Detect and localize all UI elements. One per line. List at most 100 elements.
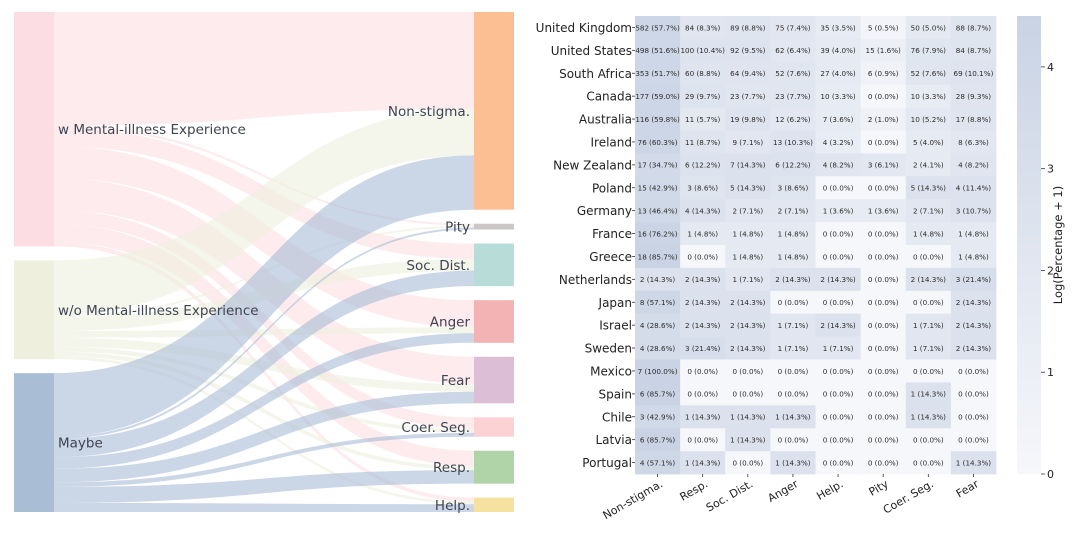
heatmap-cell: [905, 38, 952, 63]
heatmap-cell: [635, 382, 681, 406]
heatmap-cell: [770, 84, 816, 108]
heatmap-cell-label: 2 (1.0%): [868, 115, 899, 124]
heatmap-cell-label: 1 (14.3%): [730, 435, 765, 444]
heatmap-cell: [635, 405, 681, 429]
colorbar-tick-label: 0: [1047, 468, 1054, 481]
heatmap-cell: [950, 153, 997, 177]
heatmap-cell: [635, 336, 681, 360]
sankey-target-label: Non-stigma.: [388, 104, 470, 120]
sankey-nodes: [14, 12, 514, 512]
heatmap-cell: [635, 153, 681, 177]
heatmap-cell-label: 3 (21.4%): [956, 275, 991, 284]
heatmap-cell: [725, 199, 771, 223]
heatmap-cell-label: 2 (14.3%): [730, 321, 765, 330]
heatmap-cell: [770, 61, 816, 86]
heatmap-cell: [680, 16, 726, 40]
heatmap-cell-label: 15 (1.6%): [866, 46, 901, 55]
heatmap-cell: [680, 199, 726, 223]
heatmap-cell-label: 62 (6.4%): [775, 46, 810, 55]
heatmap-cell-label: 0 (0.0%): [868, 275, 899, 284]
heatmap-cell-label: 75 (7.4%): [775, 23, 810, 32]
heatmap-cell: [770, 267, 816, 292]
row-label-united-kingdom: United Kingdom: [536, 21, 632, 35]
sankey-link-w-o-mental-illness-experience-to-help: [54, 355, 474, 505]
heatmap-cell-label: 0 (0.0%): [868, 390, 899, 399]
heatmap-cell: [815, 245, 862, 269]
heatmap-cell-label: 76 (60.3%): [638, 138, 678, 147]
heatmap-cell-label: 5 (0.5%): [868, 23, 899, 32]
heatmap-cell: [815, 199, 862, 223]
heatmap-row-labels: United Kingdom United States South Africa C…: [536, 21, 635, 470]
row-label-netherlands: Netherlands: [559, 273, 632, 287]
heatmap-cell-label: 6 (0.9%): [868, 69, 899, 78]
heatmap-cell: [635, 61, 681, 86]
column-label-pity: Pity: [867, 477, 891, 499]
heatmap-cell: [860, 245, 907, 269]
colorbar-tick-label: 3: [1047, 163, 1054, 176]
heatmap-cell: [725, 290, 771, 315]
heatmap-cell: [815, 451, 862, 475]
heatmap-cell-label: 1 (4.8%): [687, 229, 718, 238]
heatmap-cell-label: 23 (7.7%): [775, 92, 810, 101]
row-label-japan: Japan: [598, 296, 632, 310]
heatmap-cell-label: 498 (51.6%): [635, 46, 680, 55]
heatmap-cell: [815, 176, 862, 200]
sankey-link-maybe-to-resp: [54, 470, 474, 503]
heatmap-cell-label: 1 (14.3%): [685, 413, 720, 422]
heatmap-cell-label: 0 (0.0%): [687, 435, 718, 444]
heatmap-cell: [815, 290, 862, 315]
row-label-canada: Canada: [586, 90, 632, 104]
heatmap-cell: [680, 176, 726, 200]
column-label-soc-dist: Soc. Dist.: [704, 477, 755, 514]
heatmap-cell: [635, 245, 681, 269]
heatmap-cell-label: 2 (7.1%): [732, 206, 763, 215]
heatmap-cell: [635, 428, 681, 452]
heatmap-cell-label: 1 (4.8%): [958, 252, 989, 261]
heatmap-cell-label: 1 (14.3%): [685, 458, 720, 467]
row-label-israel: Israel: [599, 319, 632, 333]
sankey-target-label: Fear: [441, 373, 471, 389]
heatmap-cell-label: 0 (0.0%): [868, 435, 899, 444]
heatmap-cell: [770, 153, 816, 177]
heatmap-cell: [860, 336, 907, 360]
heatmap-cell-label: 1 (14.3%): [911, 390, 946, 399]
heatmap-cell: [860, 130, 907, 154]
heatmap-cell-label: 10 (5.2%): [911, 115, 946, 124]
heatmap-cell: [905, 199, 952, 223]
heatmap-cell: [725, 176, 771, 200]
heatmap-cell-label: 0 (0.0%): [868, 321, 899, 330]
heatmap-cell: [680, 84, 726, 108]
sankey-link-maybe-to-coer-seg: [54, 432, 474, 487]
heatmap-cell: [950, 176, 997, 200]
heatmap-cell: [635, 451, 681, 475]
sankey-target-node-soc-dist: [474, 243, 514, 287]
row-label-united-states: United States: [551, 44, 632, 58]
heatmap-cell: [815, 267, 862, 292]
row-label-sweden: Sweden: [585, 342, 632, 356]
heatmap-cell-label: 9 (7.1%): [732, 138, 763, 147]
sankey-target-label: Anger: [430, 314, 471, 330]
heatmap-cell: [950, 382, 997, 406]
heatmap-cell-label: 0 (0.0%): [823, 184, 854, 193]
heatmap-cell: [860, 176, 907, 200]
row-label-new-zealand: New Zealand: [553, 158, 632, 172]
heatmap-cell-label: 3 (10.7%): [956, 206, 991, 215]
heatmap-cell-label: 0 (0.0%): [823, 367, 854, 376]
heatmap-cell: [680, 245, 726, 269]
heatmap-cell-label: 0 (0.0%): [913, 298, 944, 307]
heatmap-cell: [680, 405, 726, 429]
colorbar-tick-label: 1: [1047, 366, 1054, 379]
row-label-france: France: [592, 227, 632, 241]
heatmap-cell-label: 6 (12.2%): [775, 161, 810, 170]
heatmap-cell: [770, 222, 816, 246]
heatmap-cell-label: 353 (51.7%): [635, 69, 680, 78]
heatmap-cell: [635, 130, 681, 154]
heatmap-cell-label: 6 (12.2%): [685, 161, 720, 170]
heatmap-cell-label: 0 (0.0%): [732, 390, 763, 399]
heatmap-cell: [905, 405, 952, 429]
heatmap-cell: [815, 222, 862, 246]
heatmap-cell-label: 13 (10.3%): [773, 138, 813, 147]
heatmap-cell: [815, 313, 862, 337]
heatmap-cell: [815, 38, 862, 63]
heatmap-cell-label: 0 (0.0%): [868, 138, 899, 147]
